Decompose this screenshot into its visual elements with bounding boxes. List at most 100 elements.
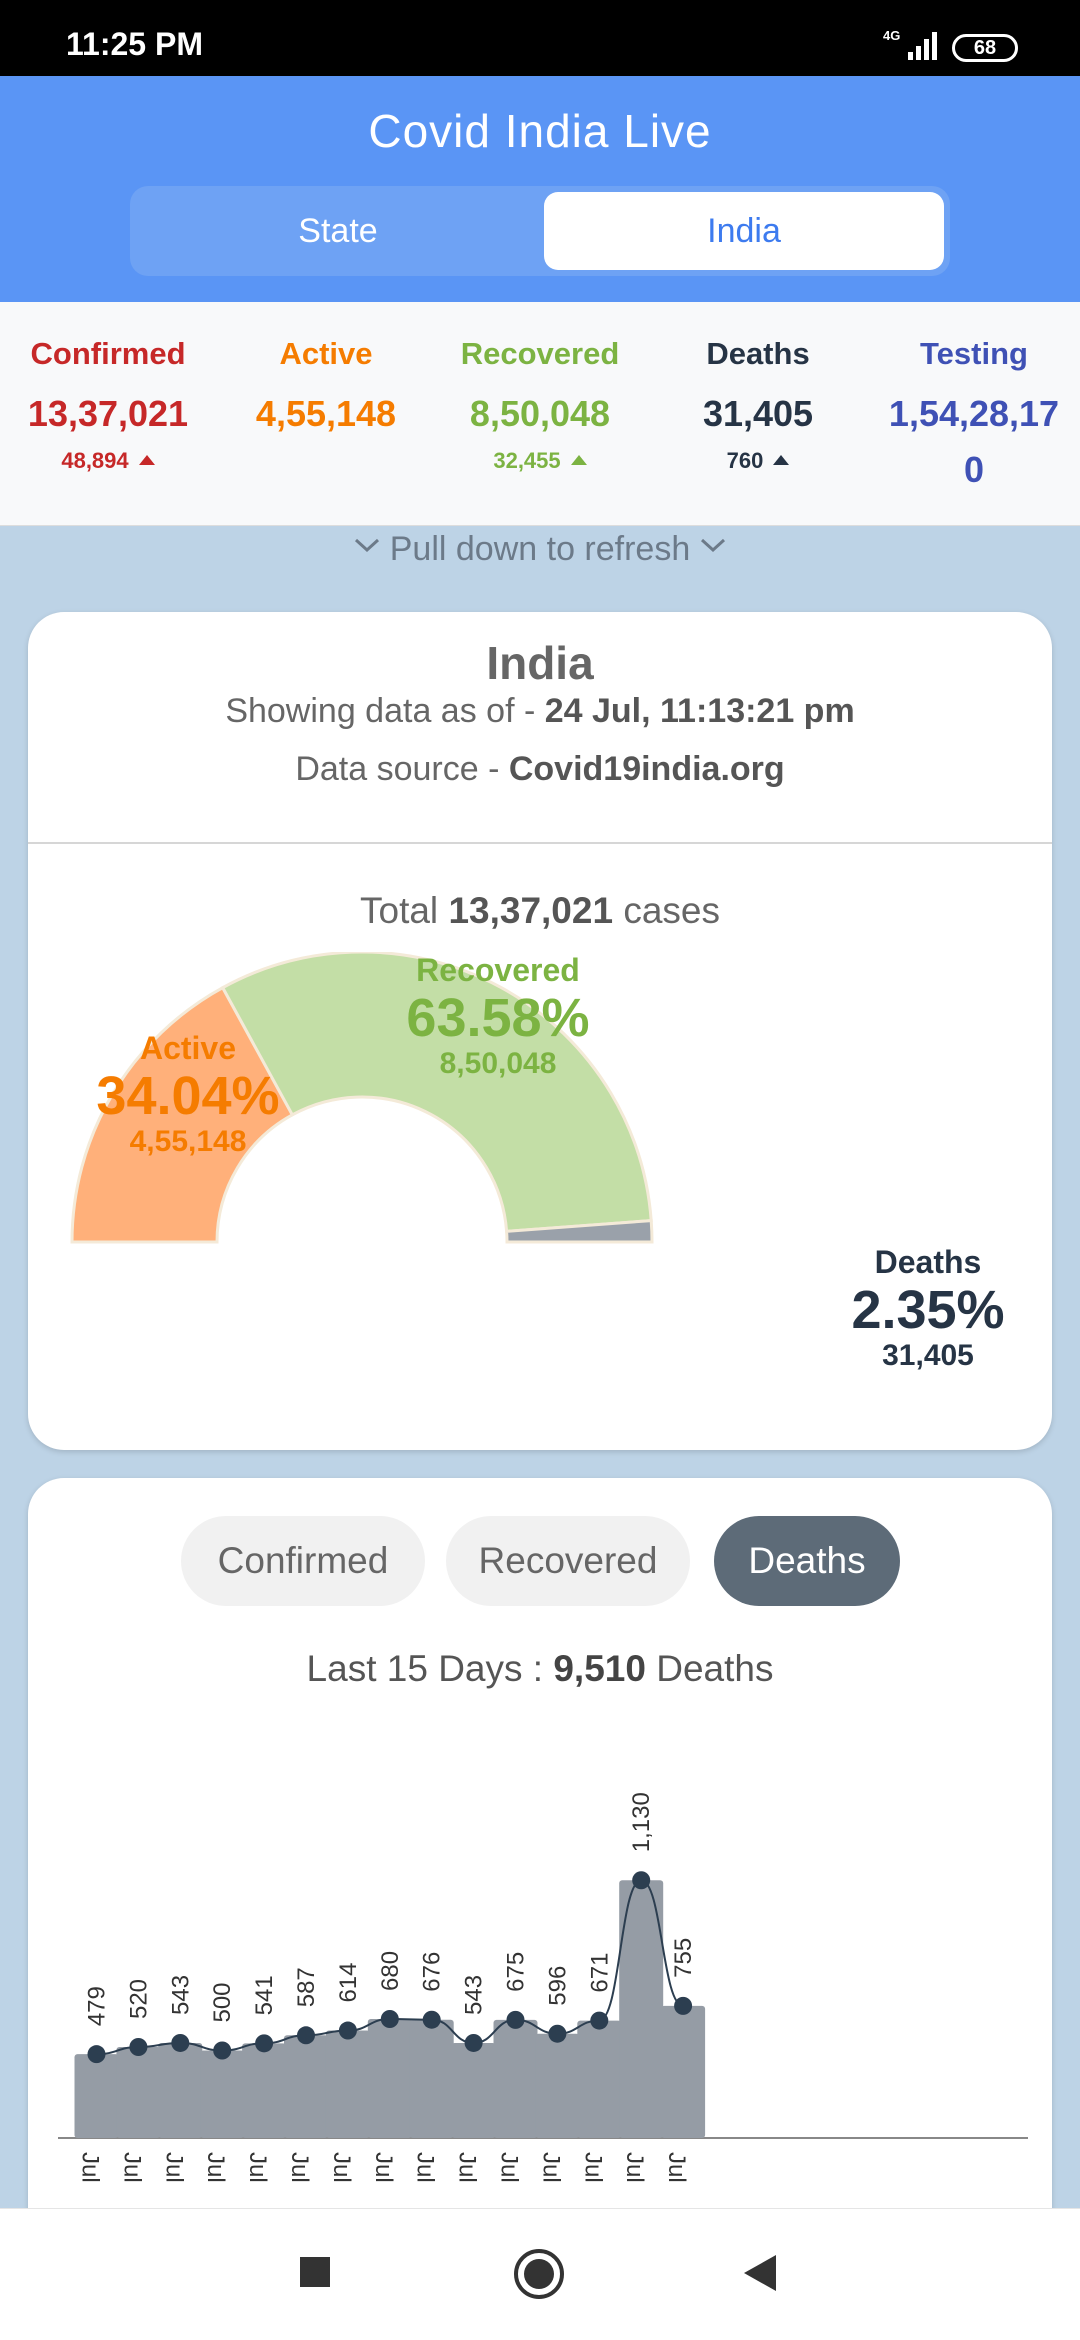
total-prefix: Total bbox=[360, 890, 449, 931]
data-point[interactable] bbox=[464, 2033, 483, 2052]
total-suffix: cases bbox=[613, 890, 720, 931]
region-title: India bbox=[486, 637, 594, 689]
gauge-segment-deaths[interactable] bbox=[504, 1218, 654, 1244]
source-prefix: Data source - bbox=[295, 750, 509, 788]
bar-value-label: 520 bbox=[125, 1979, 152, 2019]
data-point[interactable] bbox=[255, 2034, 274, 2053]
gauge-deaths-value: 31,405 bbox=[882, 1339, 974, 1372]
last15-suffix: Deaths bbox=[645, 1648, 774, 1689]
stat-testing-value-line1: 1,54,28,17 bbox=[888, 393, 1060, 434]
status-bar: 11:25 PM 4G 68 bbox=[0, 0, 1080, 76]
bar[interactable] bbox=[74, 2054, 119, 2138]
source-link[interactable]: Covid19india.org bbox=[508, 750, 785, 788]
data-point[interactable] bbox=[632, 1871, 651, 1890]
x-tick-label: Jul bbox=[579, 2152, 606, 2183]
arrow-up-icon bbox=[773, 455, 790, 465]
stat-confirmed-label: Confirmed bbox=[30, 336, 186, 371]
bar[interactable] bbox=[367, 2019, 412, 2138]
data-point[interactable] bbox=[506, 2010, 525, 2029]
app-header: Covid India Live State India bbox=[0, 76, 1080, 302]
stat-active-label: Active bbox=[279, 336, 373, 371]
bar[interactable] bbox=[325, 2030, 370, 2138]
data-point[interactable] bbox=[380, 2010, 399, 2028]
x-tick-label: Jul bbox=[118, 2152, 145, 2183]
x-tick-label: Jul bbox=[328, 2152, 355, 2183]
x-tick-label: Jul bbox=[77, 2152, 104, 2183]
battery-icon: 68 bbox=[952, 34, 1018, 62]
stat-active: Active 4,55,148 bbox=[236, 336, 416, 442]
bar[interactable] bbox=[200, 2050, 245, 2139]
data-point[interactable] bbox=[338, 2021, 357, 2040]
gauge-deaths-percent: 2.35% bbox=[851, 1280, 1005, 1340]
bar-value-label: 541 bbox=[251, 1975, 278, 2015]
stat-active-value: 4,55,148 bbox=[255, 393, 397, 434]
bar[interactable] bbox=[535, 2033, 580, 2138]
bar-value-label: 500 bbox=[209, 1982, 236, 2022]
summary-stats: Confirmed 13,37,021 48,894 Active 4,55,1… bbox=[0, 302, 1080, 526]
gauge-recovered-value: 8,50,048 bbox=[439, 1047, 557, 1080]
stat-recovered-label: Recovered bbox=[460, 336, 620, 371]
tab-recovered[interactable]: Recovered bbox=[446, 1516, 690, 1606]
system-nav-bar bbox=[0, 2208, 1080, 2340]
bar-value-label: 675 bbox=[503, 1952, 530, 1992]
x-tick-label: Jul bbox=[537, 2152, 564, 2183]
stat-deaths-label: Deaths bbox=[706, 336, 810, 371]
signal-icon bbox=[908, 32, 937, 60]
region-toggle: State India bbox=[130, 186, 950, 276]
last-15-days-summary: Last 15 Days : 9,510 Deaths bbox=[28, 1648, 1052, 1690]
bar[interactable] bbox=[577, 2020, 622, 2138]
gauge-segment-active[interactable] bbox=[70, 985, 295, 1244]
data-point[interactable] bbox=[548, 2024, 567, 2043]
stat-recovered: Recovered 8,50,048 32,455 bbox=[450, 336, 630, 474]
gauge-deaths-label: Deaths 2.35% 31,405 bbox=[828, 1244, 1028, 1373]
pull-to-refresh-hint: Pull down to refresh bbox=[0, 530, 1080, 569]
timestamp-value: 24 Jul, 11:13:21 pm bbox=[544, 692, 855, 730]
gauge-chart bbox=[70, 950, 654, 1244]
stat-confirmed: Confirmed 13,37,021 48,894 bbox=[18, 336, 198, 474]
x-tick-label: Jul bbox=[160, 2152, 187, 2183]
bar[interactable] bbox=[158, 2042, 203, 2138]
bar-value-label: 1,130 bbox=[628, 1792, 655, 1852]
tab-state[interactable]: State bbox=[298, 212, 378, 250]
data-timestamp: Showing data as of - 24 Jul, 11:13:21 pm bbox=[28, 692, 1052, 731]
bar[interactable] bbox=[493, 2019, 538, 2138]
tab-india[interactable]: India bbox=[544, 192, 944, 270]
x-tick-label: Jul bbox=[454, 2152, 481, 2183]
bar[interactable] bbox=[116, 2047, 161, 2138]
data-point[interactable] bbox=[213, 2041, 232, 2060]
bar-value-label: 680 bbox=[377, 1951, 404, 1991]
bar[interactable] bbox=[409, 2019, 454, 2138]
bar[interactable] bbox=[661, 2005, 706, 2138]
data-point[interactable] bbox=[422, 2010, 441, 2029]
tab-deaths[interactable]: Deaths bbox=[714, 1516, 900, 1606]
stat-recovered-delta-value: 32,455 bbox=[493, 448, 561, 473]
refresh-hint-text: Pull down to refresh bbox=[389, 530, 691, 568]
stat-testing-value-line2: 0 bbox=[963, 449, 985, 490]
back-icon[interactable] bbox=[740, 2253, 780, 2293]
gauge-recovered-label: Recovered 63.58% 8,50,048 bbox=[398, 952, 598, 1081]
bar[interactable] bbox=[619, 1880, 664, 2138]
data-point[interactable] bbox=[87, 2045, 106, 2064]
gauge-segment-recovered[interactable] bbox=[220, 950, 653, 1233]
recent-apps-icon[interactable] bbox=[298, 2255, 332, 2289]
data-point[interactable] bbox=[129, 2038, 148, 2056]
total-cases: Total 13,37,021 cases bbox=[28, 890, 1052, 932]
stat-deaths: Deaths 31,405 760 bbox=[668, 336, 848, 474]
data-point[interactable] bbox=[171, 2033, 190, 2052]
bar[interactable] bbox=[284, 2035, 328, 2138]
bar-chart-svg: 479 Jul 520 Jul 543 Jul 500 Jul 541 Jul 587 Jul 614 J… bbox=[58, 1792, 1028, 2183]
bar-value-label: 587 bbox=[293, 1967, 320, 2007]
bar[interactable] bbox=[242, 2043, 287, 2138]
stat-testing-label: Testing bbox=[920, 336, 1028, 371]
x-tick-label: Jul bbox=[244, 2152, 271, 2183]
tab-confirmed[interactable]: Confirmed bbox=[181, 1516, 425, 1606]
data-point[interactable] bbox=[297, 2026, 315, 2045]
bar-value-label: 755 bbox=[670, 1938, 697, 1978]
bar-value-label: 596 bbox=[544, 1966, 571, 2006]
home-icon[interactable] bbox=[512, 2247, 566, 2301]
stat-deaths-value: 31,405 bbox=[702, 393, 814, 434]
bar[interactable] bbox=[451, 2042, 496, 2138]
data-point[interactable] bbox=[674, 1996, 693, 2015]
data-point[interactable] bbox=[590, 2011, 609, 2030]
stat-deaths-delta: 760 bbox=[668, 448, 848, 474]
